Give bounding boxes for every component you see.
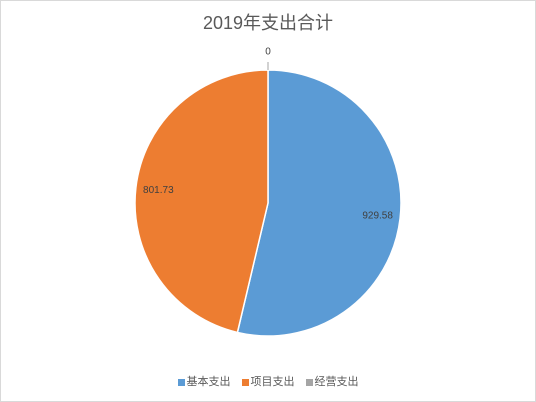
legend: 基本支出 项目支出 经营支出 — [1, 374, 535, 390]
pie-slice-basic-expense — [236, 69, 402, 337]
legend-label-project-expense: 项目支出 — [250, 376, 295, 388]
legend-item-project-expense: 项目支出 — [241, 374, 295, 390]
legend-item-operating-expense: 经营支出 — [305, 374, 359, 390]
data-label-operating-expense: 0 — [265, 47, 271, 58]
legend-marker-basic-expense — [177, 378, 185, 386]
legend-marker-operating-expense — [305, 378, 313, 386]
pie-slice-project-expense — [134, 69, 269, 334]
legend-item-basic-expense: 基本支出 — [177, 374, 231, 390]
chart-title: 2019年支出合计 — [202, 13, 334, 33]
legend-label-operating-expense: 经营支出 — [314, 376, 359, 388]
data-label-basic-expense: 929.58 — [362, 210, 393, 221]
legend-marker-project-expense — [241, 378, 249, 386]
data-label-project-expense: 801.73 — [143, 185, 174, 196]
legend-label-basic-expense: 基本支出 — [186, 376, 231, 388]
pie-slices — [134, 69, 402, 337]
